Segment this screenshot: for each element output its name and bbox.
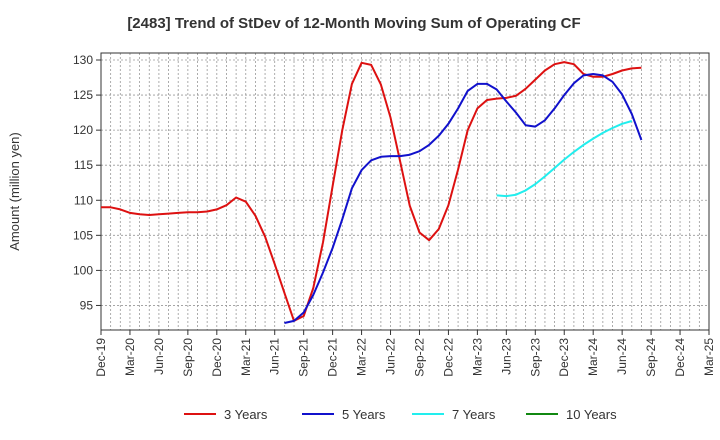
plot-frame [100, 52, 710, 331]
x-tick-label: Jun-20 [152, 338, 166, 375]
x-tick-label: Mar-21 [239, 338, 253, 376]
x-tick-label: Sep-21 [297, 338, 311, 377]
y-tick-label: 105 [73, 228, 93, 242]
x-tick-label: Dec-19 [94, 338, 108, 377]
series-line-7-years [496, 120, 633, 198]
x-tick-label: Mar-20 [123, 338, 137, 376]
x-tick-label: Dec-22 [441, 338, 455, 377]
legend-label: 3 Years [224, 407, 268, 422]
x-tick-label: Mar-23 [470, 338, 484, 376]
x-tick-label: Jun-24 [615, 338, 629, 375]
y-tick-label: 120 [73, 123, 93, 137]
x-tick-label: Mar-24 [586, 338, 600, 376]
x-tick-label: Sep-24 [644, 338, 658, 377]
x-tick-label: Sep-20 [181, 338, 195, 377]
x-tick-label: Dec-21 [326, 338, 340, 377]
y-tick-label: 115 [74, 158, 93, 172]
x-axis-ticks: Dec-19 Mar-20 Jun-20 Sep-20 Dec-20 Mar-21 Jun-… [94, 330, 716, 377]
x-tick-label: Mar-25 [702, 338, 716, 376]
x-tick-label: Sep-22 [412, 338, 426, 377]
x-tick-label: Dec-24 [673, 338, 687, 377]
series-lines [101, 61, 643, 324]
y-axis-ticks: 95 100 105 110 115 120 125 130 [73, 53, 101, 312]
legend-label: 7 Years [452, 407, 496, 422]
x-tick-label: Jun-21 [268, 338, 282, 375]
series-line-3-years [101, 61, 642, 322]
legend-label: 5 Years [342, 407, 386, 422]
series-line-5-years [284, 73, 643, 324]
chart-title: [2483] Trend of StDev of 12-Month Moving… [127, 15, 580, 32]
legend: 3 Years 5 Years 7 Years 10 Years [184, 407, 617, 422]
x-tick-label: Dec-20 [210, 338, 224, 377]
x-tick-label: Mar-22 [355, 338, 369, 376]
y-tick-label: 100 [73, 263, 93, 277]
y-tick-label: 110 [74, 193, 93, 207]
y-tick-label: 125 [73, 88, 93, 102]
x-tick-label: Jun-22 [384, 338, 398, 375]
y-tick-label: 130 [73, 53, 93, 67]
x-tick-label: Dec-23 [557, 338, 571, 377]
y-axis-label: Amount (million yen) [7, 132, 22, 251]
grid [101, 53, 709, 330]
x-tick-label: Sep-23 [528, 338, 542, 377]
legend-label: 10 Years [566, 407, 617, 422]
y-tick-label: 95 [80, 298, 94, 312]
x-tick-label: Jun-23 [499, 338, 513, 375]
